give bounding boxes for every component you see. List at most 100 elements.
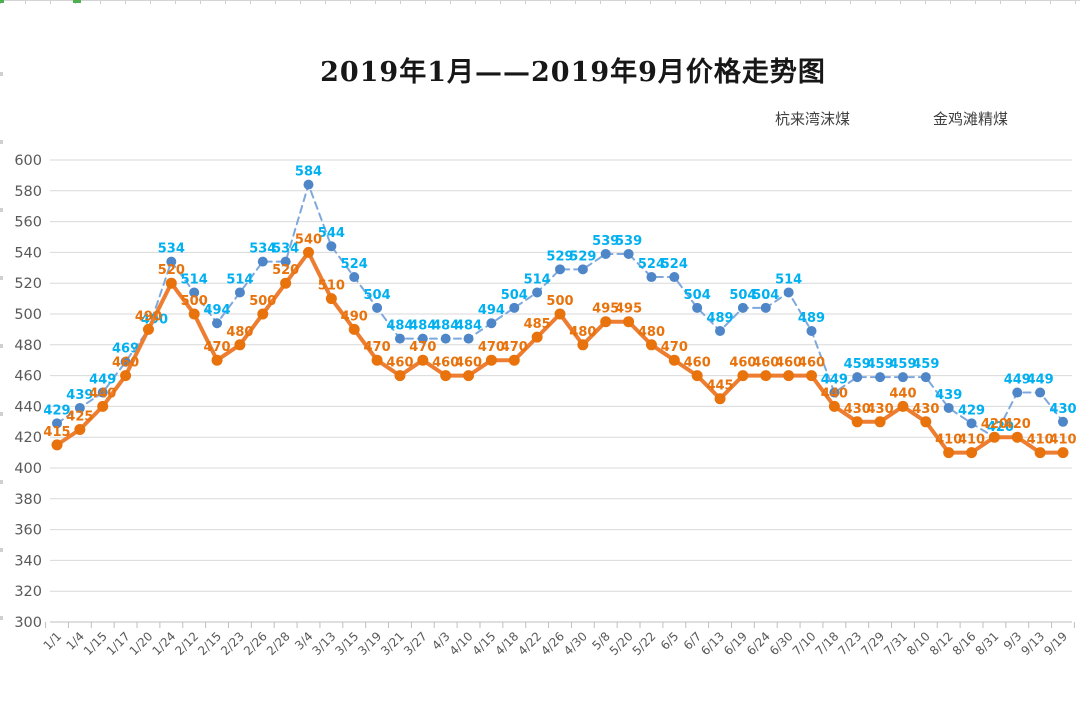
data-point-marker xyxy=(851,416,863,428)
y-tick-label: 460 xyxy=(14,369,42,385)
data-point-label: 504 xyxy=(729,288,756,303)
data-point-marker xyxy=(508,354,520,366)
data-point-label: 490 xyxy=(341,309,368,324)
x-tick-label: 4/10 xyxy=(447,629,476,658)
data-point-label: 539 xyxy=(592,234,619,249)
data-point-label: 430 xyxy=(867,402,894,417)
data-point-label: 449 xyxy=(1027,373,1054,388)
data-point-marker xyxy=(600,316,612,328)
x-tick-label: 3/27 xyxy=(401,629,430,658)
data-point-marker xyxy=(51,439,63,451)
data-point-label: 460 xyxy=(432,356,459,371)
x-tick-label: 1/1 xyxy=(41,629,65,653)
data-point-marker xyxy=(555,264,565,275)
data-point-label: 484 xyxy=(432,319,459,334)
data-point-marker xyxy=(52,418,62,429)
data-point-marker xyxy=(806,325,817,336)
data-point-marker xyxy=(532,287,543,298)
data-point-marker xyxy=(966,447,978,459)
data-point-label: 520 xyxy=(272,263,299,278)
x-tick-label: 4/18 xyxy=(492,629,521,658)
data-point-label: 534 xyxy=(158,242,185,257)
data-point-marker xyxy=(280,277,292,289)
data-point-marker xyxy=(1057,447,1069,459)
x-tick-label: 7/31 xyxy=(881,629,910,658)
x-tick-label: 7/18 xyxy=(813,629,842,658)
data-point-label: 440 xyxy=(821,386,848,401)
data-point-label: 544 xyxy=(318,226,345,241)
data-point-label: 410 xyxy=(958,433,985,448)
chart-legend: 杭来湾沫煤 金鸡滩精煤 xyxy=(726,108,1008,129)
x-tick-label: 7/23 xyxy=(835,629,864,658)
worksheet-top-border xyxy=(0,0,1080,1)
data-point-marker xyxy=(783,287,794,298)
legend-item-jinjitan[interactable]: 金鸡滩精煤 xyxy=(884,108,1008,129)
data-point-marker xyxy=(188,308,200,320)
data-point-label: 514 xyxy=(181,272,208,287)
data-point-label: 470 xyxy=(364,340,391,355)
x-tick-label: 2/15 xyxy=(195,629,224,658)
data-point-label: 520 xyxy=(158,263,185,278)
y-tick-label: 480 xyxy=(14,338,42,354)
y-tick-label: 320 xyxy=(14,584,42,600)
data-point-marker xyxy=(920,416,932,428)
data-point-label: 504 xyxy=(752,288,779,303)
y-tick-label: 360 xyxy=(14,523,42,539)
y-tick-label: 520 xyxy=(14,276,42,292)
data-point-label: 425 xyxy=(66,410,93,425)
x-tick-label: 6/30 xyxy=(767,629,796,658)
data-point-marker xyxy=(325,293,337,305)
data-point-label: 430 xyxy=(844,402,871,417)
data-point-label: 459 xyxy=(889,357,916,372)
worksheet-selection-mark xyxy=(73,0,81,3)
data-point-label: 489 xyxy=(706,311,733,326)
data-point-marker xyxy=(74,424,86,435)
data-point-label: 495 xyxy=(592,302,619,317)
data-point-label: 494 xyxy=(203,303,230,318)
data-point-label: 460 xyxy=(729,356,756,371)
x-tick-label: 3/15 xyxy=(332,629,361,658)
data-point-marker xyxy=(966,418,977,429)
data-point-marker xyxy=(645,339,657,351)
data-point-label: 430 xyxy=(912,402,939,417)
data-point-label: 485 xyxy=(524,317,551,332)
data-point-marker xyxy=(234,339,246,351)
x-tick-label: 2/26 xyxy=(241,629,270,658)
data-point-label: 500 xyxy=(546,294,573,309)
legend-item-hanglaiwan[interactable]: 杭来湾沫煤 xyxy=(726,108,850,129)
data-point-label: 430 xyxy=(1049,402,1076,417)
data-point-marker xyxy=(715,325,726,336)
data-point-label: 459 xyxy=(912,357,939,372)
data-point-marker xyxy=(600,248,611,259)
data-point-marker xyxy=(874,416,886,428)
data-point-label: 410 xyxy=(1049,433,1076,448)
data-point-label: 514 xyxy=(226,272,253,287)
data-point-label: 449 xyxy=(1004,373,1031,388)
data-point-label: 429 xyxy=(958,403,985,418)
x-tick-label: 8/12 xyxy=(927,629,956,658)
data-point-marker xyxy=(485,354,497,366)
data-point-marker xyxy=(120,370,132,382)
x-tick-label: 6/5 xyxy=(658,629,682,653)
x-tick-label: 6/19 xyxy=(721,629,750,658)
y-tick-label: 580 xyxy=(14,184,42,200)
data-point-label: 524 xyxy=(661,257,688,272)
data-point-label: 469 xyxy=(112,342,139,357)
data-point-label: 534 xyxy=(249,242,276,257)
data-point-marker xyxy=(440,370,452,382)
data-point-marker xyxy=(737,302,748,313)
data-point-marker xyxy=(760,370,772,382)
data-point-label: 480 xyxy=(569,325,596,340)
data-point-marker xyxy=(486,318,497,329)
data-point-label: 504 xyxy=(501,288,528,303)
legend-label: 杭来湾沫煤 xyxy=(774,110,850,128)
data-point-label: 439 xyxy=(66,388,93,403)
data-point-marker xyxy=(349,272,360,283)
data-point-marker xyxy=(509,302,520,313)
data-point-label: 420 xyxy=(1004,417,1031,432)
data-point-label: 440 xyxy=(889,386,916,401)
data-point-label: 420 xyxy=(987,420,1014,435)
data-point-label: 514 xyxy=(524,272,551,287)
y-tick-label: 540 xyxy=(14,245,42,261)
